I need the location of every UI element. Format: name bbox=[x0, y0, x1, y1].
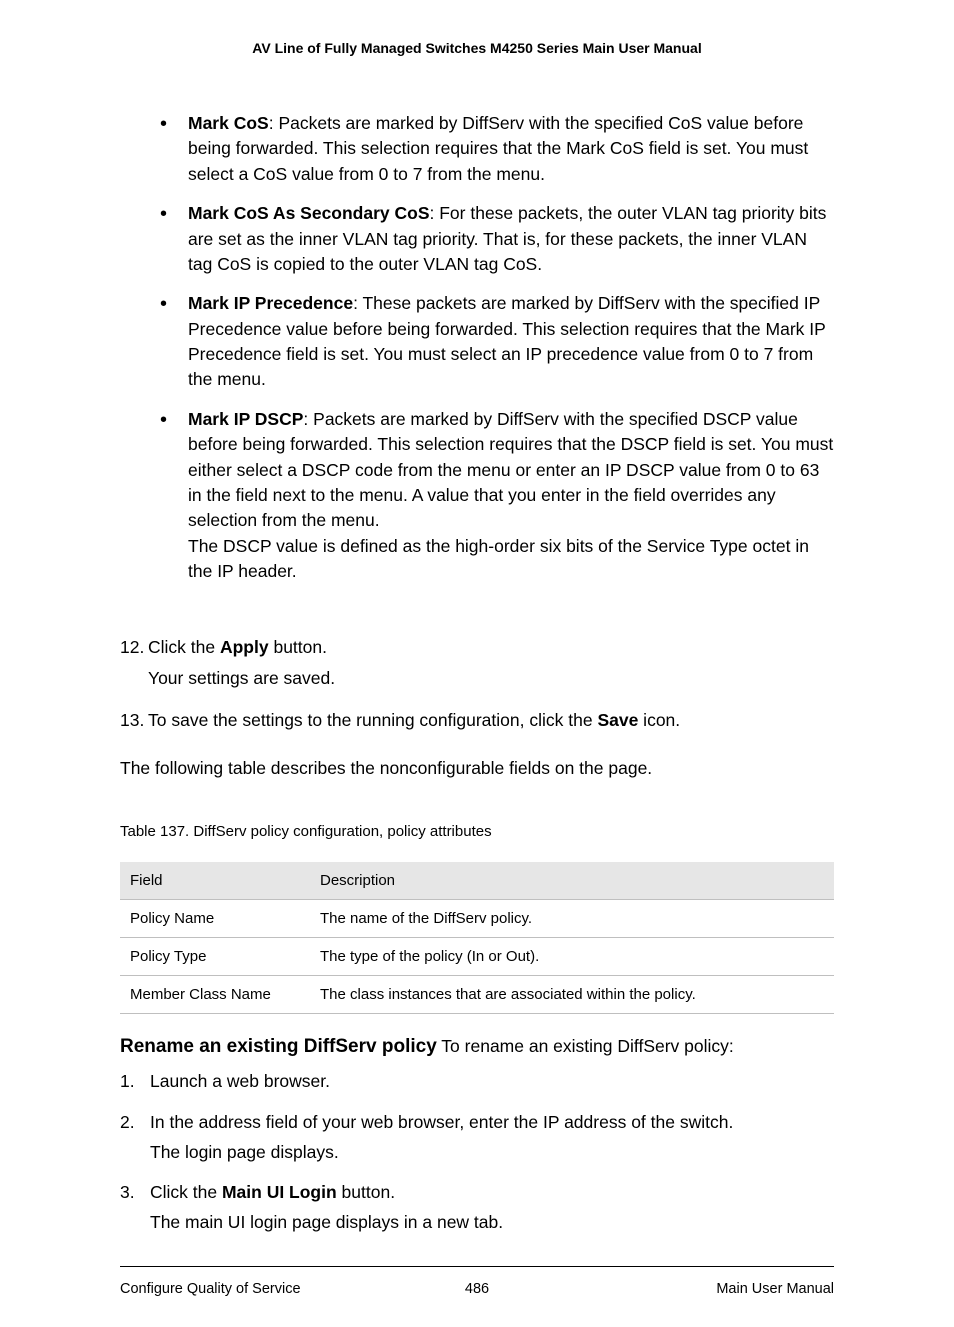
step-pre: To save the settings to the running conf… bbox=[148, 710, 597, 730]
bullet-item: • Mark CoS: Packets are marked by DiffSe… bbox=[160, 111, 834, 187]
bullet-item: • Mark CoS As Secondary CoS: For these p… bbox=[160, 201, 834, 277]
paragraph: The following table describes the noncon… bbox=[120, 755, 834, 781]
page-footer: Configure Quality of Service 486 Main Us… bbox=[120, 1267, 834, 1297]
policy-attributes-table: Field Description Policy Name The name o… bbox=[120, 862, 834, 1014]
step-item: 12. Click the Apply button. Your setting… bbox=[120, 634, 834, 691]
step-sub: Your settings are saved. bbox=[148, 665, 834, 691]
table-header-row: Field Description bbox=[120, 862, 834, 900]
step-body: To save the settings to the running conf… bbox=[148, 707, 834, 733]
step-bold: Apply bbox=[220, 637, 269, 657]
table-row: Policy Type The type of the policy (In o… bbox=[120, 938, 834, 976]
step-pre: Click the bbox=[148, 637, 220, 657]
footer-right: Main User Manual bbox=[489, 1281, 834, 1297]
bullet-term: Mark IP DSCP bbox=[188, 409, 303, 429]
bullet-extra: The DSCP value is defined as the high-or… bbox=[188, 534, 834, 585]
bullet-body: Mark IP Precedence: These packets are ma… bbox=[188, 291, 834, 393]
bullet-marker: • bbox=[160, 291, 188, 393]
bullet-list: • Mark CoS: Packets are marked by DiffSe… bbox=[160, 111, 834, 584]
section-heading-bold: Rename an existing DiffServ policy bbox=[120, 1036, 437, 1057]
bullet-term: Mark CoS bbox=[188, 113, 269, 133]
step-post: icon. bbox=[638, 710, 680, 730]
ol-number: 2. bbox=[120, 1109, 150, 1166]
bullet-item: • Mark IP Precedence: These packets are … bbox=[160, 291, 834, 393]
ol-text: In the address field of your web browser… bbox=[150, 1112, 733, 1132]
bullet-body: Mark CoS: Packets are marked by DiffServ… bbox=[188, 111, 834, 187]
ol-item: 3. Click the Main UI Login button. The m… bbox=[120, 1179, 834, 1236]
bullet-text: : Packets are marked by DiffServ with th… bbox=[188, 113, 808, 184]
document-page: AV Line of Fully Managed Switches M4250 … bbox=[0, 0, 954, 1327]
ol-body: Click the Main UI Login button. The main… bbox=[150, 1179, 834, 1236]
step-bold: Save bbox=[597, 710, 638, 730]
footer-page-number: 486 bbox=[465, 1281, 489, 1297]
bullet-marker: • bbox=[160, 111, 188, 187]
table-row: Policy Name The name of the DiffServ pol… bbox=[120, 900, 834, 938]
table-row: Member Class Name The class instances th… bbox=[120, 976, 834, 1014]
footer-left: Configure Quality of Service bbox=[120, 1281, 465, 1297]
ol-sub: The login page displays. bbox=[150, 1139, 834, 1165]
table-cell: The class instances that are associated … bbox=[310, 976, 834, 1014]
ordered-list: 1. Launch a web browser. 2. In the addre… bbox=[120, 1068, 834, 1235]
section-heading-rest: To rename an existing DiffServ policy: bbox=[437, 1036, 734, 1056]
ol-item: 1. Launch a web browser. bbox=[120, 1068, 834, 1094]
ol-sub: The main UI login page displays in a new… bbox=[150, 1209, 834, 1235]
bullet-item: • Mark IP DSCP: Packets are marked by Di… bbox=[160, 407, 834, 585]
ol-bold: Main UI Login bbox=[222, 1182, 337, 1202]
bullet-marker: • bbox=[160, 201, 188, 277]
table-cell: Policy Type bbox=[120, 938, 310, 976]
table-caption: Table 137. DiffServ policy configuration… bbox=[120, 823, 834, 840]
table-cell: The type of the policy (In or Out). bbox=[310, 938, 834, 976]
table-cell: The name of the DiffServ policy. bbox=[310, 900, 834, 938]
numbered-steps: 12. Click the Apply button. Your setting… bbox=[120, 634, 834, 733]
bullet-body: Mark CoS As Secondary CoS: For these pac… bbox=[188, 201, 834, 277]
step-post: button. bbox=[269, 637, 327, 657]
step-number: 12. bbox=[120, 634, 148, 660]
ol-post: button. bbox=[337, 1182, 395, 1202]
ol-item: 2. In the address field of your web brow… bbox=[120, 1109, 834, 1166]
step-number: 13. bbox=[120, 707, 148, 733]
step-item: 13. To save the settings to the running … bbox=[120, 707, 834, 733]
ol-number: 3. bbox=[120, 1179, 150, 1236]
table-col-field: Field bbox=[120, 862, 310, 900]
ol-number: 1. bbox=[120, 1068, 150, 1094]
section-heading: Rename an existing DiffServ policy To re… bbox=[120, 1036, 834, 1058]
bullet-term: Mark IP Precedence bbox=[188, 293, 353, 313]
page-header: AV Line of Fully Managed Switches M4250 … bbox=[120, 40, 834, 56]
step-body: Click the Apply button. bbox=[148, 634, 834, 660]
table-cell: Member Class Name bbox=[120, 976, 310, 1014]
ol-body: Launch a web browser. bbox=[150, 1068, 834, 1094]
bullet-body: Mark IP DSCP: Packets are marked by Diff… bbox=[188, 407, 834, 585]
ol-body: In the address field of your web browser… bbox=[150, 1109, 834, 1166]
table-col-description: Description bbox=[310, 862, 834, 900]
bullet-marker: • bbox=[160, 407, 188, 585]
ol-pre: Click the bbox=[150, 1182, 222, 1202]
bullet-term: Mark CoS As Secondary CoS bbox=[188, 203, 430, 223]
table-cell: Policy Name bbox=[120, 900, 310, 938]
